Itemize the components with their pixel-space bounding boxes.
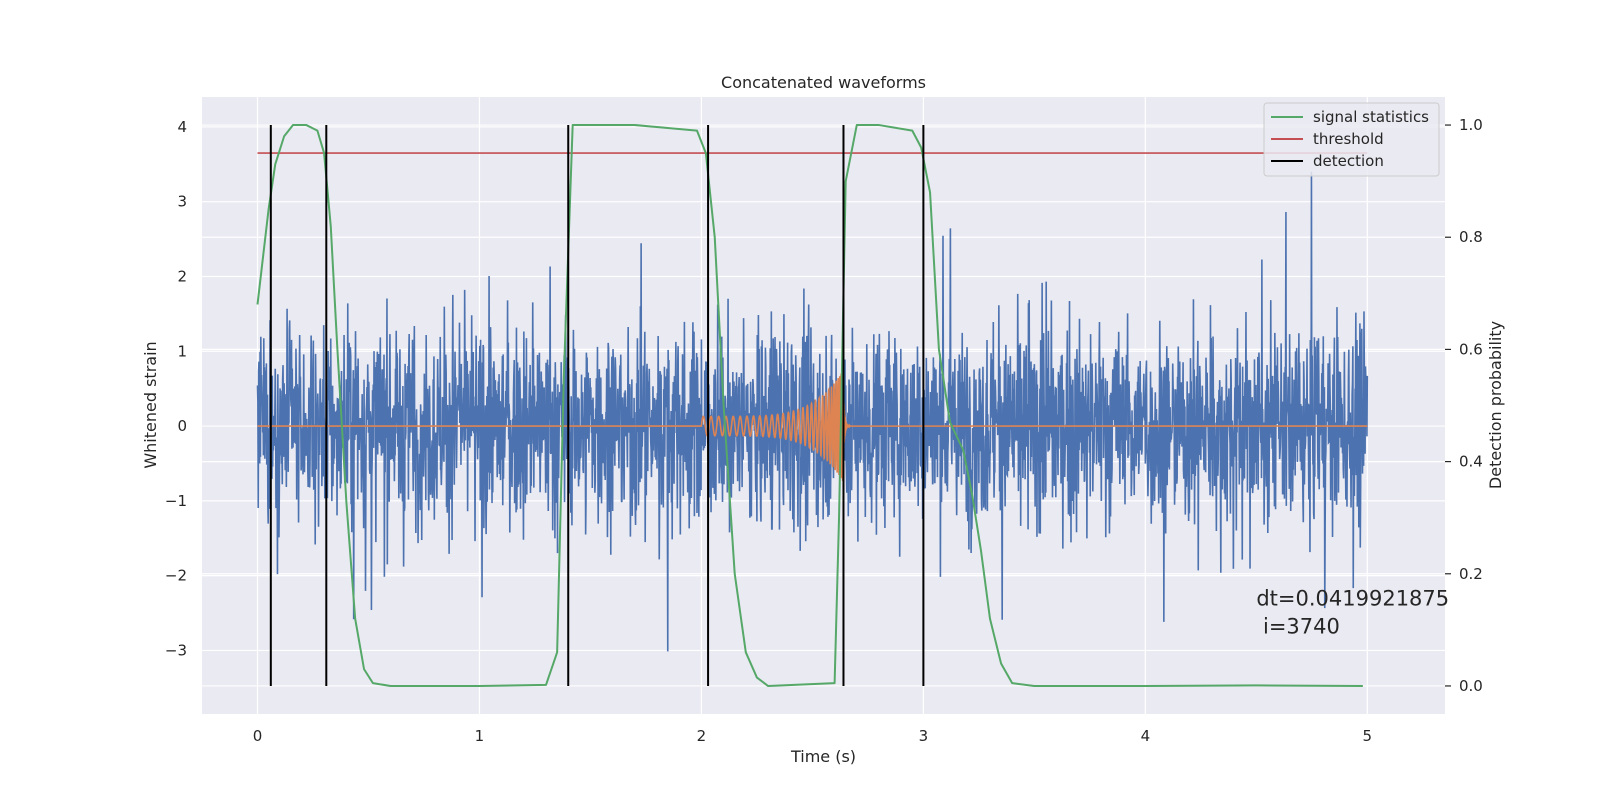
y-tick-label: 4 [177,118,187,136]
y2-tick-label: 1.0 [1459,116,1483,134]
y-tick-label: −1 [165,492,187,510]
legend-frame [1263,102,1440,177]
x-tick-label: 3 [919,727,929,745]
legend-label-signal-statistics: signal statistics [1313,108,1429,126]
annotation-index: i=3740 [1256,615,1340,639]
x-axis-label: Time (s) [790,747,856,766]
y2-tick-label: 0.8 [1459,228,1483,246]
x-tick-label: 0 [253,727,263,745]
y-tick-label: −2 [165,567,187,585]
y-axis-label: Whitened strain [141,341,160,468]
legend-label-detection: detection [1313,152,1384,170]
chart-title: Concatenated waveforms [721,73,926,92]
y2-axis-label: Detection probability [1486,321,1505,489]
x-tick-label: 5 [1363,727,1373,745]
signal-statistics-line [256,124,1363,687]
strain-noise-line [256,171,1369,652]
strain-noise-series [256,171,1369,652]
y2-tick-label: 0.2 [1459,565,1483,583]
y-tick-label: 1 [177,342,187,360]
annotation-dt: dt=0.0419921875 [1256,587,1449,611]
y-tick-label: −3 [165,641,187,659]
x-tick-label: 1 [475,727,485,745]
grid-lines [202,97,1445,714]
x-tick-label: 2 [697,727,707,745]
y-tick-label: 2 [177,267,187,285]
x-tick-label: 4 [1141,727,1151,745]
y-tick-label: 3 [177,193,187,211]
y2-tick-label: 0.0 [1459,677,1483,695]
y2-tick-label: 0.6 [1459,340,1483,358]
chirp-line [257,372,1368,483]
axes: 0 1 2 3 4 5 −3 −2 −1 0 1 2 3 4 0.0 0.2 0.4 0.6 0.8 1.0 [165,116,1483,745]
detection-markers [269,125,925,686]
y2-tick-label: 0.4 [1459,453,1483,471]
y-tick-label: 0 [177,417,187,435]
legend: signal statistics threshold detection [1263,102,1440,177]
legend-label-threshold: threshold [1313,130,1384,148]
injected-chirp-series [257,372,1368,483]
signal-statistics-series [256,124,1363,687]
